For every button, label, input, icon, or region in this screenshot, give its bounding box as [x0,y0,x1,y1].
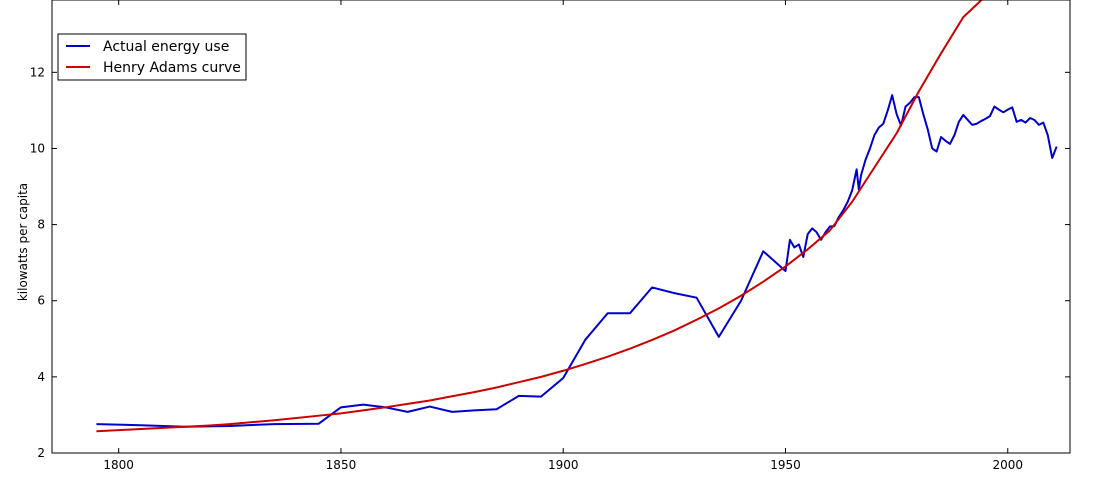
y-axis-label: kilowatts per capita [16,183,30,301]
y-tick-label: 4 [37,370,45,384]
y-tick-label: 12 [30,65,45,79]
y-tick-label: 2 [37,446,45,460]
y-tick-label: 8 [37,218,45,232]
x-tick-label: 2000 [992,458,1023,472]
x-tick-label: 1950 [770,458,801,472]
legend-label-henry-adams-curve: Henry Adams curve [103,60,241,76]
plot-frame [51,0,1071,454]
legend: Actual energy use Henry Adams curve [57,33,247,81]
y-tick-label: 6 [37,294,45,308]
x-tick-label: 1850 [326,458,357,472]
series-layer [96,0,1058,433]
x-tick-label: 1900 [548,458,579,472]
ticks-layer: 1800 1850 1900 1950 2000 2 4 6 8 10 12 [30,0,1070,472]
x-tick-label: 1800 [103,458,134,472]
y-tick-label: 10 [30,141,45,155]
series-line-actual-energy-use [96,94,1058,428]
legend-box [57,33,247,81]
series-line-henry-adams-curve [96,0,983,433]
legend-label-actual-energy-use: Actual energy use [103,39,229,55]
